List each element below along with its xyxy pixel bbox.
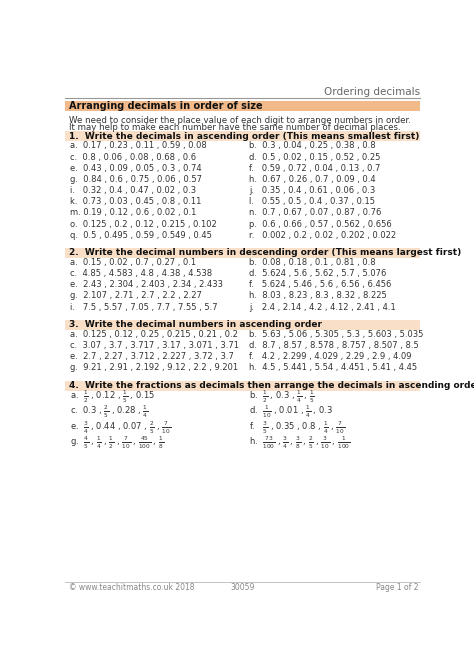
Text: l.   0.55 , 0.5 , 0.4 , 0.37 , 0.15: l. 0.55 , 0.5 , 0.4 , 0.37 , 0.15	[249, 197, 375, 206]
Bar	[65, 131, 420, 141]
Text: a.  $\frac{1}{2}$ , 0.12 , $\frac{1}{5}$ , 0.15: a. $\frac{1}{2}$ , 0.12 , $\frac{1}{5}$ …	[70, 389, 155, 405]
Text: © www.teachitmaths.co.uk 2018: © www.teachitmaths.co.uk 2018	[69, 582, 195, 592]
Text: d.  0.5 , 0.02 , 0.15 , 0.52 , 0.25: d. 0.5 , 0.02 , 0.15 , 0.52 , 0.25	[249, 153, 381, 161]
Text: r.   0.002 , 0.2 , 0.02 , 0.202 , 0.022: r. 0.002 , 0.2 , 0.02 , 0.202 , 0.022	[249, 230, 396, 240]
Text: c.  4.85 , 4.583 , 4.8 , 4.38 , 4.538: c. 4.85 , 4.583 , 4.8 , 4.38 , 4.538	[70, 269, 212, 278]
Text: c.  0.8 , 0.06 , 0.08 , 0.68 , 0.6: c. 0.8 , 0.06 , 0.08 , 0.68 , 0.6	[70, 153, 196, 161]
Text: g.  9.21 , 2.91 , 2.192 , 9.12 , 2.2 , 9.201: g. 9.21 , 2.91 , 2.192 , 9.12 , 2.2 , 9.…	[70, 364, 238, 373]
Text: d.  $\frac{1}{10}$ , 0.01 , $\frac{1}{4}$ , 0.3: d. $\frac{1}{10}$ , 0.01 , $\frac{1}{4}$…	[249, 404, 333, 421]
Text: We need to consider the place value of each digit to arrange numbers in order.: We need to consider the place value of e…	[69, 116, 411, 125]
Text: i.   0.32 , 0.4 , 0.47 , 0.02 , 0.3: i. 0.32 , 0.4 , 0.47 , 0.02 , 0.3	[70, 186, 196, 195]
Text: It may help to make each number have the same number of decimal places.: It may help to make each number have the…	[69, 123, 401, 132]
Text: n.  0.7 , 0.67 , 0.07 , 0.87 , 0.76: n. 0.7 , 0.67 , 0.07 , 0.87 , 0.76	[249, 208, 382, 217]
Text: h.  8.03 , 8.23 , 8.3 , 8.32 , 8.225: h. 8.03 , 8.23 , 8.3 , 8.32 , 8.225	[249, 291, 387, 301]
Text: 1.  Write the decimals in ascending order (This means smallest first): 1. Write the decimals in ascending order…	[69, 132, 419, 141]
Text: e.  2.43 , 2.304 , 2.403 , 2.34 , 2.433: e. 2.43 , 2.304 , 2.403 , 2.34 , 2.433	[70, 280, 223, 289]
Text: g.  2.107 , 2.71 , 2.7 , 2.2 , 2.27: g. 2.107 , 2.71 , 2.7 , 2.2 , 2.27	[70, 291, 202, 301]
Text: j.   2.4 , 2.14 , 4.2 , 4.12 , 2.41 , 4.1: j. 2.4 , 2.14 , 4.2 , 4.12 , 2.41 , 4.1	[249, 303, 396, 312]
Text: k.  0.73 , 0.03 , 0.45 , 0.8 , 0.11: k. 0.73 , 0.03 , 0.45 , 0.8 , 0.11	[70, 197, 201, 206]
Text: o.  0.125 , 0.2 , 0.12 , 0.215 , 0.102: o. 0.125 , 0.2 , 0.12 , 0.215 , 0.102	[70, 220, 217, 228]
Bar	[65, 381, 420, 391]
Text: h.  4.5 , 5.441 , 5.54 , 4.451 , 5.41 , 4.45: h. 4.5 , 5.441 , 5.54 , 4.451 , 5.41 , 4…	[249, 364, 417, 373]
Text: e.  $\frac{3}{4}$ , 0.44 , 0.07 , $\frac{2}{5}$ , $\frac{7}{10}$: e. $\frac{3}{4}$ , 0.44 , 0.07 , $\frac{…	[70, 419, 172, 436]
Text: e.  0.43 , 0.09 , 0.05 , 0.3 , 0.74: e. 0.43 , 0.09 , 0.05 , 0.3 , 0.74	[70, 163, 202, 173]
Text: c.  3.07 , 3.7 , 3.717 , 3.17 , 3.071 , 3.71: c. 3.07 , 3.7 , 3.717 , 3.17 , 3.071 , 3…	[70, 341, 239, 350]
Text: 2.  Write the decimal numbers in descending order (This means largest first): 2. Write the decimal numbers in descendi…	[69, 249, 462, 257]
Text: 30059: 30059	[231, 582, 255, 592]
Text: a.  0.17 , 0.23 , 0.11 , 0.59 , 0.08: a. 0.17 , 0.23 , 0.11 , 0.59 , 0.08	[70, 141, 207, 150]
Text: b.  $\frac{1}{2}$ , 0.3 , $\frac{1}{4}$ , $\frac{1}{5}$: b. $\frac{1}{2}$ , 0.3 , $\frac{1}{4}$ ,…	[249, 389, 315, 405]
Text: f.   4.2 , 2.299 , 4.029 , 2.29 , 2.9 , 4.09: f. 4.2 , 2.299 , 4.029 , 2.29 , 2.9 , 4.…	[249, 352, 411, 361]
Text: b.  0.08 , 0.18 , 0.1 , 0.81 , 0.8: b. 0.08 , 0.18 , 0.1 , 0.81 , 0.8	[249, 258, 376, 267]
Text: d.  8.7 , 8.57 , 8.578 , 8.757 , 8.507 , 8.5: d. 8.7 , 8.57 , 8.578 , 8.757 , 8.507 , …	[249, 341, 419, 350]
Text: a.  0.15 , 0.02 , 0.7 , 0.27 , 0.1: a. 0.15 , 0.02 , 0.7 , 0.27 , 0.1	[70, 258, 196, 267]
Text: f.   $\frac{3}{5}$ , 0.35 , 0.8 , $\frac{1}{4}$ , $\frac{7}{10}$: f. $\frac{3}{5}$ , 0.35 , 0.8 , $\frac{1…	[249, 419, 346, 436]
Text: b.  0.3 , 0.04 , 0.25 , 0.38 , 0.8: b. 0.3 , 0.04 , 0.25 , 0.38 , 0.8	[249, 141, 376, 150]
Text: g.  $\frac{4}{5}$ , $\frac{1}{4}$ , $\frac{1}{2}$ , $\frac{7}{10}$ , $\frac{45}{: g. $\frac{4}{5}$ , $\frac{1}{4}$ , $\fra…	[70, 435, 164, 452]
Text: m. 0.19 , 0.12 , 0.6 , 0.02 , 0.1: m. 0.19 , 0.12 , 0.6 , 0.02 , 0.1	[70, 208, 197, 217]
Text: h.  0.67 , 0.26 , 0.7 , 0.09 , 0.4: h. 0.67 , 0.26 , 0.7 , 0.09 , 0.4	[249, 175, 376, 184]
Text: 4.  Write the fractions as decimals then arrange the decimals in ascending order: 4. Write the fractions as decimals then …	[69, 381, 474, 390]
Text: f.   5.624 , 5.46 , 5.6 , 6.56 , 6.456: f. 5.624 , 5.46 , 5.6 , 6.56 , 6.456	[249, 280, 392, 289]
Text: a.  0.125 , 0.12 , 0.25 , 0.215 , 0.21 , 0.2: a. 0.125 , 0.12 , 0.25 , 0.215 , 0.21 , …	[70, 330, 238, 339]
Text: f.   0.59 , 0.72 , 0.04 , 0.13 , 0.7: f. 0.59 , 0.72 , 0.04 , 0.13 , 0.7	[249, 163, 381, 173]
Bar	[65, 248, 420, 258]
Bar	[65, 320, 420, 330]
Text: h.  $\frac{73}{100}$ , $\frac{3}{4}$ , $\frac{3}{8}$ , $\frac{2}{5}$ , $\frac{3}: h. $\frac{73}{100}$ , $\frac{3}{4}$ , $\…	[249, 435, 351, 452]
Text: b.  5.63 , 5.06 , 5.305 , 5.3 , 5.603 , 5.035: b. 5.63 , 5.06 , 5.305 , 5.3 , 5.603 , 5…	[249, 330, 423, 339]
Text: c.  0.3 , $\frac{2}{5}$ , 0.28 , $\frac{1}{4}$: c. 0.3 , $\frac{2}{5}$ , 0.28 , $\frac{1…	[70, 404, 149, 421]
Text: Page 1 of 2: Page 1 of 2	[375, 582, 418, 592]
Text: Ordering decimals: Ordering decimals	[324, 87, 420, 97]
Text: 3.  Write the decimal numbers in ascending order: 3. Write the decimal numbers in ascendin…	[69, 320, 322, 330]
Text: g.  0.84 , 0.6 , 0.75 , 0.06 , 0.57: g. 0.84 , 0.6 , 0.75 , 0.06 , 0.57	[70, 175, 202, 184]
Text: q.  0.5 , 0.495 , 0.59 , 0.549 , 0.45: q. 0.5 , 0.495 , 0.59 , 0.549 , 0.45	[70, 230, 212, 240]
Text: p.  0.6 , 0.66 , 0.57 , 0.562 , 0.656: p. 0.6 , 0.66 , 0.57 , 0.562 , 0.656	[249, 220, 392, 228]
Text: d.  5.624 , 5.6 , 5.62 , 5.7 , 5.076: d. 5.624 , 5.6 , 5.62 , 5.7 , 5.076	[249, 269, 386, 278]
Text: e.  2.7 , 2.27 , 3.712 , 2.227 , 3.72 , 3.7: e. 2.7 , 2.27 , 3.712 , 2.227 , 3.72 , 3…	[70, 352, 234, 361]
Text: i.   7.5 , 5.57 , 7.05 , 7.7 , 7.55 , 5.7: i. 7.5 , 5.57 , 7.05 , 7.7 , 7.55 , 5.7	[70, 303, 218, 312]
Text: Arranging decimals in order of size: Arranging decimals in order of size	[69, 101, 263, 111]
Bar	[65, 101, 420, 111]
Text: j.   0.35 , 0.4 , 0.61 , 0.06 , 0.3: j. 0.35 , 0.4 , 0.61 , 0.06 , 0.3	[249, 186, 375, 195]
